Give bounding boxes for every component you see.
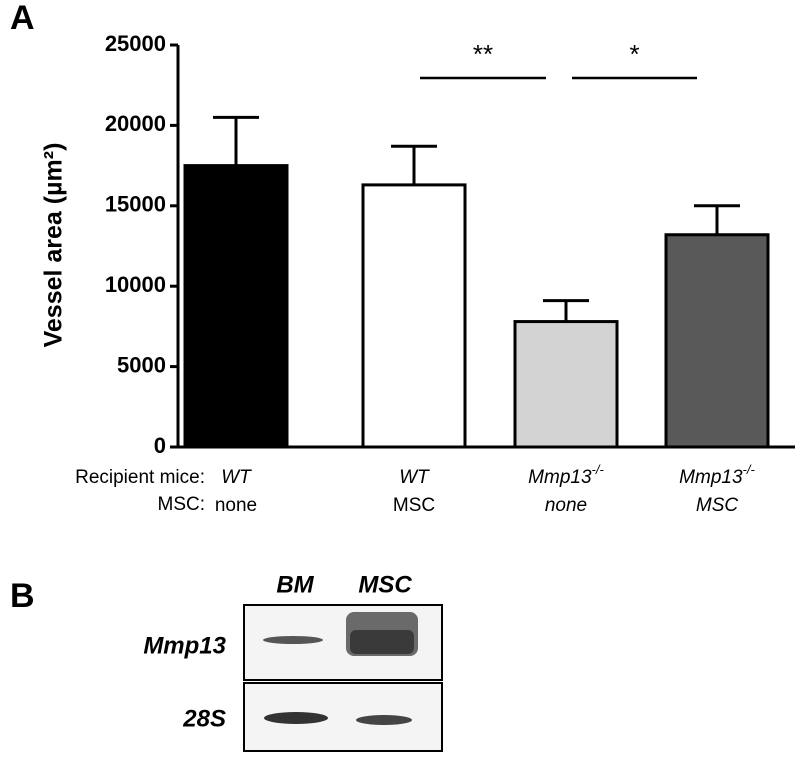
row-label: MSC: xyxy=(158,494,206,515)
bar xyxy=(664,233,770,449)
y-tick-label: 25000 xyxy=(105,31,166,56)
row-label: Recipient mice: xyxy=(75,467,205,488)
y-tick-label: 5000 xyxy=(117,352,166,377)
y-tick-label: 20000 xyxy=(105,111,166,136)
significance-label: * xyxy=(629,39,639,69)
blot-row-label: 28S xyxy=(182,705,226,732)
x-tick-label: WT xyxy=(399,467,430,488)
bar xyxy=(361,183,467,449)
y-tick-label: 0 xyxy=(154,433,166,458)
superscript: -/- xyxy=(592,462,605,477)
superscript: -/- xyxy=(743,462,756,477)
blot xyxy=(243,604,443,752)
blot-band xyxy=(356,715,412,725)
blot-band xyxy=(264,712,328,724)
x-tick-label: Mmp13-/- xyxy=(528,462,604,488)
blot-column-label: BM xyxy=(276,571,314,598)
significance-label: ** xyxy=(473,39,493,69)
x-tick-label: MSC xyxy=(393,495,435,516)
x-tick-label: Mmp13-/- xyxy=(679,462,755,488)
blot-band xyxy=(263,636,323,644)
category: WT xyxy=(221,467,252,488)
x-tick-label: MSC xyxy=(696,495,739,516)
panel-label: A xyxy=(10,0,35,37)
blot-row-label: Mmp13 xyxy=(143,632,226,659)
x-tick-label: WT xyxy=(221,467,252,488)
category: WT xyxy=(399,467,430,488)
bar xyxy=(513,320,619,449)
blot-column-label: MSC xyxy=(358,571,412,598)
blot-band xyxy=(350,630,414,654)
x-tick-label: none xyxy=(545,495,587,516)
bar xyxy=(183,164,289,449)
y-tick-label: 15000 xyxy=(105,192,166,217)
y-tick-label: 10000 xyxy=(105,272,166,297)
x-tick-label: none xyxy=(215,495,257,516)
category: Mmp13 xyxy=(528,467,592,488)
category: Mmp13 xyxy=(679,467,743,488)
y-axis-label: Vessel area (µm²) xyxy=(40,143,68,348)
panel-label: B xyxy=(10,577,35,615)
